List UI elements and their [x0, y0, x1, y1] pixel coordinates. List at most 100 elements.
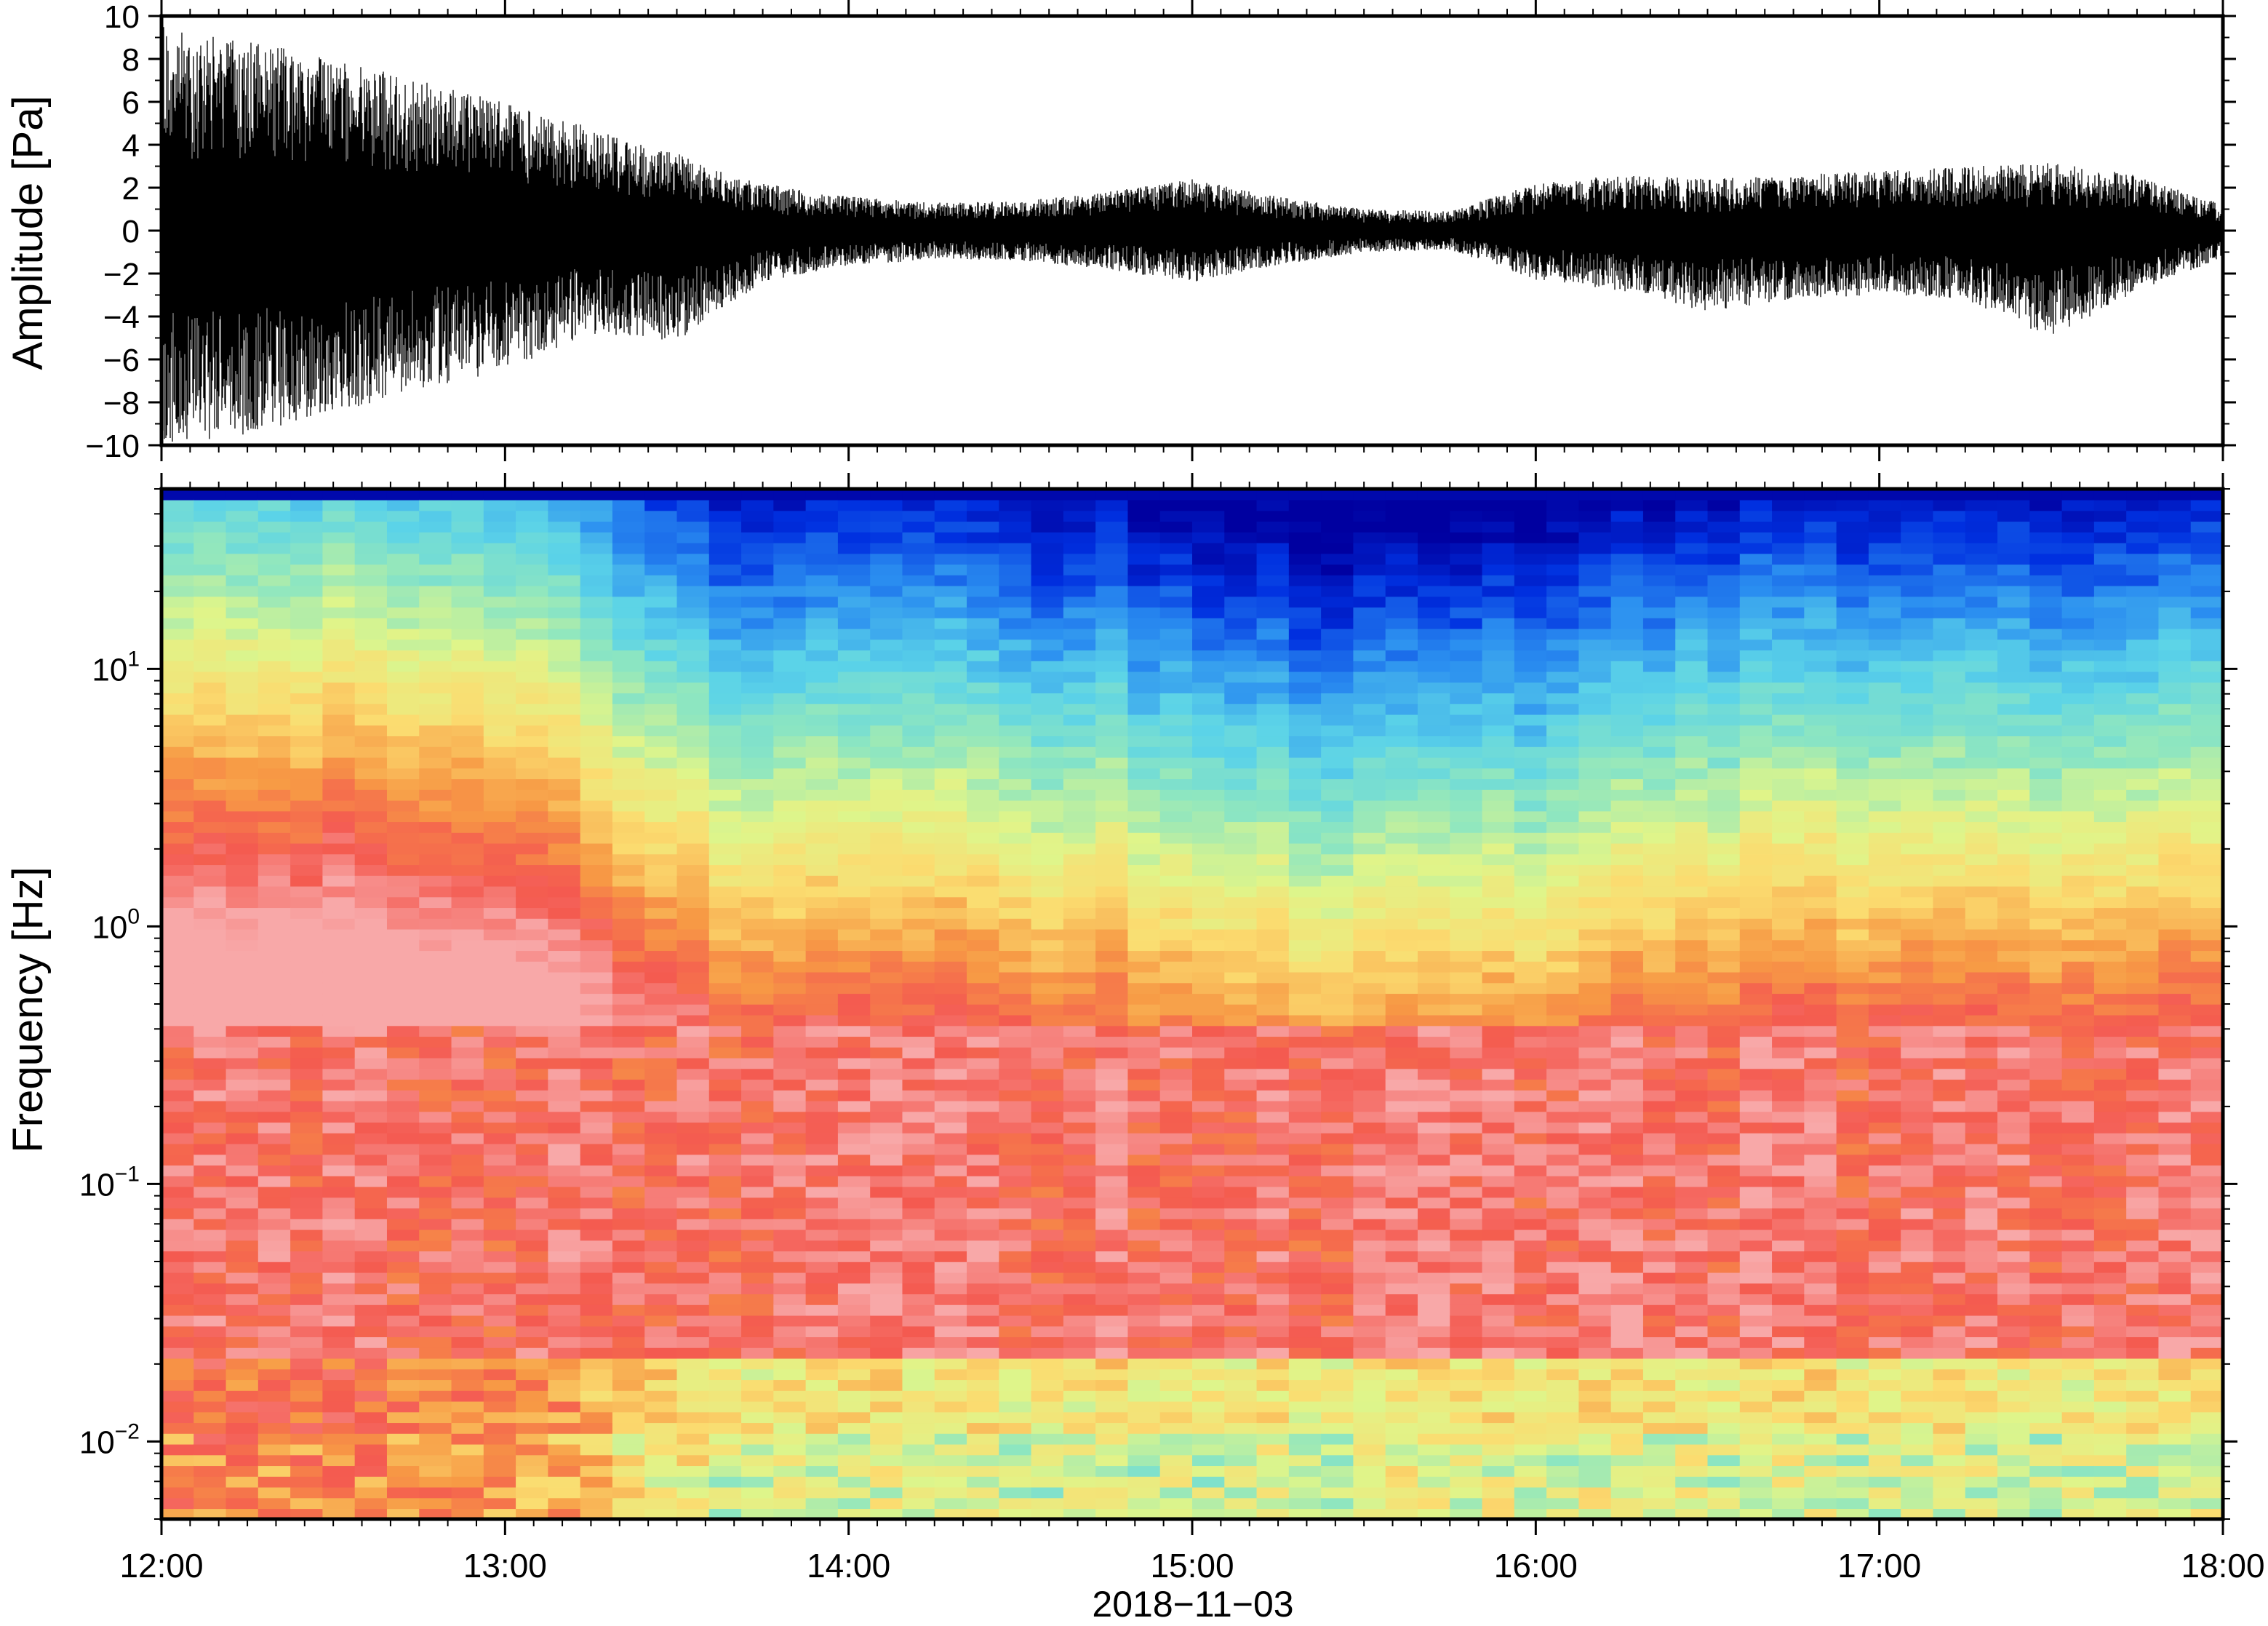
spectrogram-cell: [193, 1165, 227, 1176]
spectrogram-cell: [1288, 864, 1322, 876]
spectrogram-cell: [837, 575, 871, 586]
spectrogram-cell: [1417, 607, 1451, 618]
spectrogram-cell: [1675, 693, 1709, 704]
spectrogram-cell: [548, 1047, 581, 1059]
spectrogram-cell: [451, 618, 484, 629]
spectrogram-cell: [161, 661, 195, 672]
spectrogram-cell: [967, 1133, 1000, 1144]
spectrogram-cell: [1256, 1036, 1290, 1048]
spectrogram-cell: [419, 1111, 452, 1123]
spectrogram-cell: [290, 736, 324, 747]
spectrogram-cell: [1353, 993, 1386, 1005]
spectrogram-cell: [419, 1057, 452, 1069]
spectrogram-cell: [741, 628, 775, 640]
spectrogram-cell: [1772, 1025, 1805, 1037]
spectrogram-cell: [1127, 971, 1161, 984]
spectrogram-cell: [290, 842, 324, 855]
spectrogram-cell: [1063, 1465, 1096, 1477]
spectrogram-cell: [1739, 1122, 1773, 1133]
spectrogram-cell: [1610, 896, 1644, 909]
spectrogram-cell: [548, 1004, 581, 1016]
spectrogram-cell: [225, 1347, 259, 1359]
spectrogram-cell: [257, 1368, 291, 1381]
spectrogram-cell: [161, 1294, 195, 1305]
spectrogram-cell: [419, 575, 452, 586]
spectrogram-cell: [1353, 1208, 1386, 1219]
spectrogram-cell: [354, 842, 388, 855]
spectrogram-cell: [161, 1057, 195, 1069]
spectrogram-cell: [1578, 1186, 1612, 1198]
spectrogram-cell: [934, 1315, 967, 1327]
spectrogram-cell: [1772, 1497, 1805, 1510]
spectrogram-cell: [934, 907, 967, 919]
spectrogram-cell: [257, 1315, 291, 1327]
spectrogram-cell: [548, 810, 581, 823]
spectrogram-cell: [934, 993, 967, 1005]
spectrogram-cell: [676, 1079, 710, 1091]
spectrogram-cell: [902, 1036, 935, 1048]
spectrogram-cell: [1578, 532, 1612, 543]
spectrogram-cell: [870, 842, 903, 855]
spectrogram-cell: [967, 1240, 1000, 1252]
spectrogram-cell: [1514, 1390, 1547, 1402]
spectrogram-cell: [419, 853, 452, 866]
spectrogram-cell: [1288, 875, 1322, 887]
spectrogram-cell: [999, 1057, 1032, 1069]
spectrogram-cell: [516, 671, 549, 683]
spectrogram-cell: [1321, 1476, 1354, 1488]
spectrogram-cell: [1482, 842, 1515, 855]
spectrogram-cell: [1482, 961, 1515, 973]
spectrogram-cell: [483, 800, 516, 812]
spectrogram-cell: [193, 789, 227, 801]
spectrogram-cell: [1772, 553, 1805, 565]
spectrogram-cell: [1417, 499, 1451, 511]
spectrogram-cell: [257, 853, 291, 866]
spectrogram-cell: [967, 1057, 1000, 1069]
spectrogram-cell: [225, 864, 259, 876]
spectrogram-cell: [1321, 489, 1354, 501]
spectrogram-cell: [934, 896, 967, 909]
spectrogram-cell: [741, 1229, 775, 1241]
spectrogram-cell: [1159, 928, 1193, 941]
spectrogram-cell: [386, 575, 420, 586]
spectrogram-cell: [612, 575, 646, 586]
spectrogram-cell: [1385, 1262, 1418, 1273]
spectrogram-cell: [676, 842, 710, 855]
spectrogram-cell: [644, 1176, 678, 1187]
spectrogram-cell: [1031, 1208, 1064, 1219]
spectrogram-cell: [1353, 1186, 1386, 1198]
spectrogram-cell: [870, 542, 903, 554]
spectrogram-cell: [386, 1197, 420, 1209]
spectrogram-cell: [290, 768, 324, 780]
spectrogram-cell: [419, 714, 452, 726]
spectrogram-cell: [1127, 928, 1161, 941]
spectrogram-cell: [1127, 832, 1161, 844]
spectrogram-cell: [1772, 596, 1805, 608]
spectrogram-cell: [902, 553, 935, 565]
spectrogram-cell: [193, 1057, 227, 1069]
spectrogram-cell: [1385, 1304, 1418, 1316]
spectrogram-cell: [1256, 1476, 1290, 1488]
spectrogram-cell: [1031, 907, 1064, 919]
spectrogram-cell: [1804, 596, 1837, 608]
spectrogram-cell: [580, 1262, 613, 1273]
spectrogram-cell: [837, 1262, 871, 1273]
spectrogram-cell: [644, 1111, 678, 1123]
spectrogram-cell: [1321, 1176, 1354, 1187]
spectrogram-cell: [257, 489, 291, 501]
spectrogram-cell: [1739, 1476, 1773, 1488]
spectrogram-cell: [386, 1079, 420, 1091]
spectrogram-cell: [1288, 1014, 1322, 1027]
spectrogram-cell: [741, 1208, 775, 1219]
spectrogram-cell: [1739, 950, 1773, 962]
spectrogram-cell: [354, 1379, 388, 1391]
spectrogram-cell: [1482, 1368, 1515, 1381]
spectrogram-cell: [1836, 1508, 1869, 1520]
spectrogram-cell: [1256, 489, 1290, 501]
spectrogram-cell: [676, 736, 710, 747]
spectrogram-cell: [1739, 1390, 1773, 1402]
spectrogram-cell: [354, 1111, 388, 1123]
spectrogram-cell: [516, 1176, 549, 1187]
spectrogram-cell: [967, 1465, 1000, 1477]
spectrogram-cell: [934, 499, 967, 511]
